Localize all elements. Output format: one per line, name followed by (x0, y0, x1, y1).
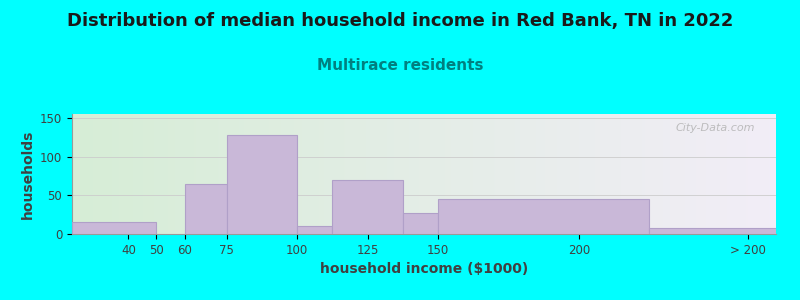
Text: Multirace residents: Multirace residents (317, 58, 483, 74)
Text: City-Data.com: City-Data.com (675, 123, 755, 134)
Bar (185, 184, 227, 234)
Bar (650, 228, 776, 234)
Bar (438, 199, 650, 234)
Bar (227, 135, 298, 234)
X-axis label: household income ($1000): household income ($1000) (320, 262, 528, 276)
Bar (298, 226, 333, 234)
Bar (403, 213, 438, 234)
Bar (333, 180, 403, 234)
Y-axis label: households: households (21, 129, 34, 219)
Text: Distribution of median household income in Red Bank, TN in 2022: Distribution of median household income … (67, 12, 733, 30)
Bar (72, 222, 157, 234)
